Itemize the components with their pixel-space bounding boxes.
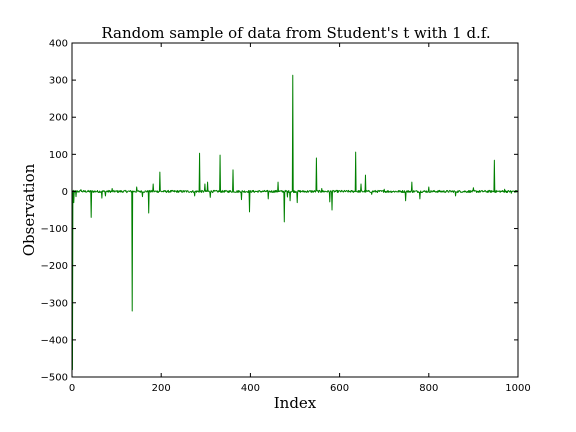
x-axis-label: Index: [274, 394, 317, 412]
y-tick-label: −300: [41, 298, 68, 309]
x-tick-label: 200: [152, 383, 171, 394]
plot-area: [71, 42, 519, 378]
x-tick-label: 800: [419, 383, 438, 394]
x-axis-ticks: 0 200 400 600 800 1000: [69, 43, 531, 394]
x-tick-label: 600: [330, 383, 349, 394]
y-axis-label: Observation: [20, 163, 38, 256]
chart-title: Random sample of data from Student's t w…: [101, 24, 490, 42]
y-tick-label: 0: [62, 187, 68, 198]
plot-frame: [71, 42, 519, 378]
y-tick-label: −400: [41, 335, 68, 346]
y-tick-label: 200: [49, 113, 68, 124]
x-tick-label: 1000: [505, 383, 530, 394]
y-tick-label: −500: [41, 373, 68, 384]
y-tick-label: 100: [49, 150, 68, 161]
y-tick-label: −200: [41, 261, 68, 272]
y-tick-label: −100: [41, 224, 68, 235]
x-tick-label: 400: [241, 383, 260, 394]
series-line-sample: [72, 74, 518, 371]
y-axis-ticks: −500 −400 −300 −200 −100 0 100 200 300 400: [41, 39, 518, 384]
y-tick-label: 300: [49, 76, 68, 87]
x-tick-label: 0: [69, 383, 75, 394]
y-tick-label: 400: [49, 39, 68, 50]
